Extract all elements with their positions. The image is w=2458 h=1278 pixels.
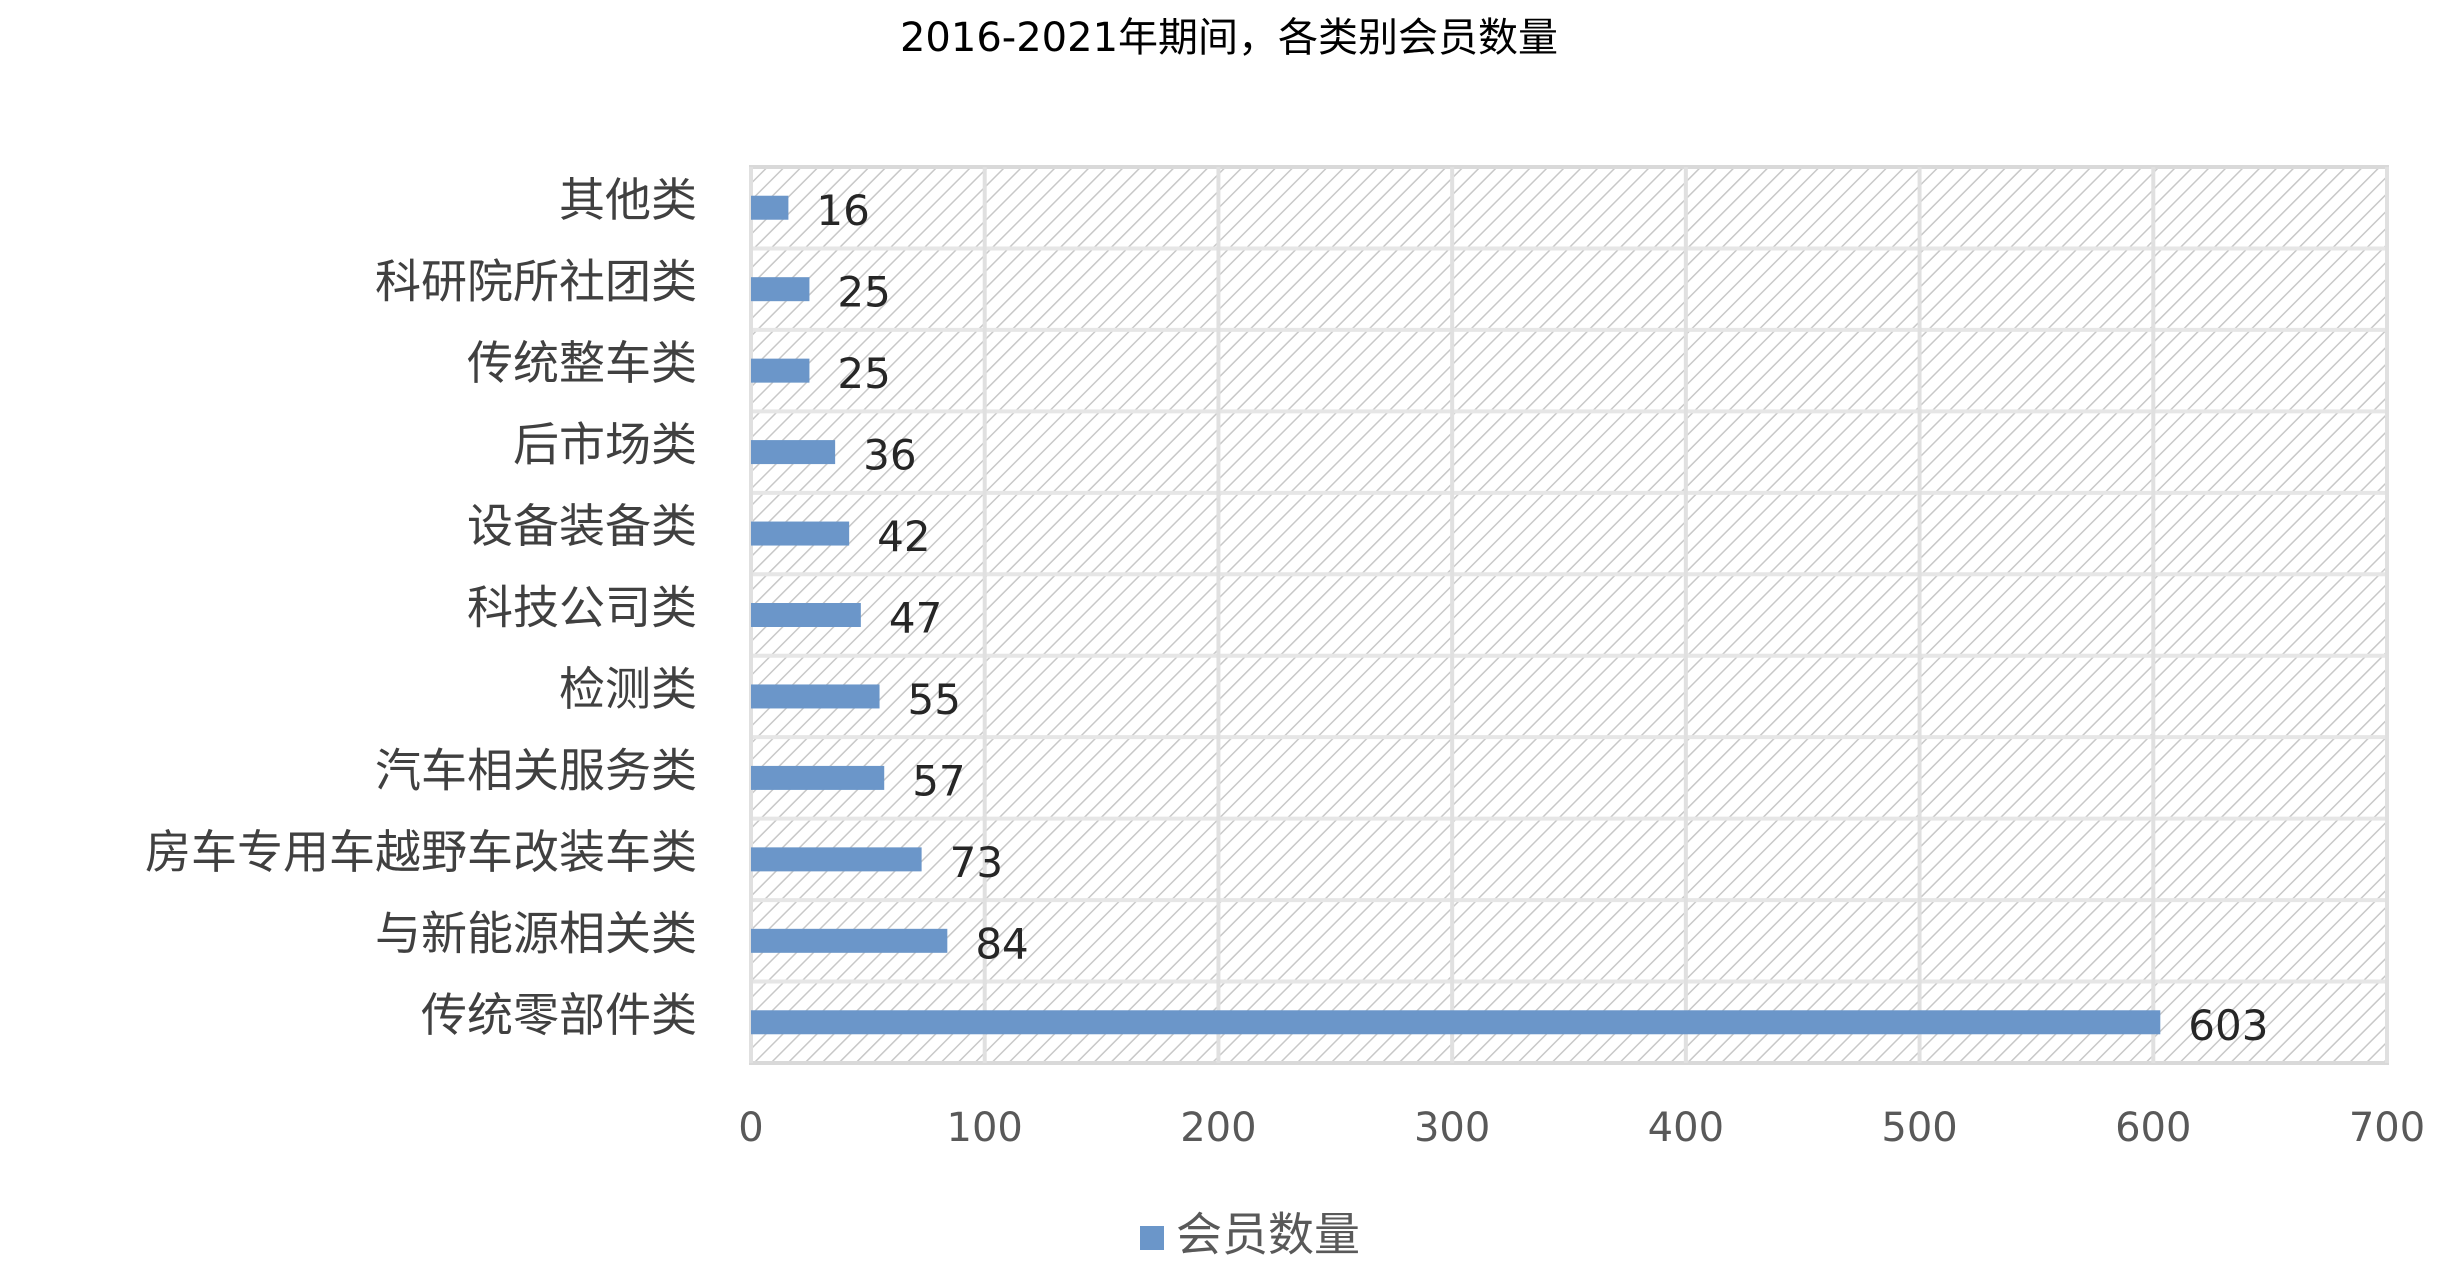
legend-swatch [1140,1226,1164,1250]
x-tick-label: 500 [1881,1105,1957,1151]
x-tick-label: 100 [947,1105,1023,1151]
x-tick-label: 400 [1648,1105,1724,1151]
plot-background [749,165,2389,1065]
data-label: 36 [863,431,916,480]
data-label: 42 [877,512,930,561]
category-label: 房车专用车越野车改装车类 [145,825,697,879]
category-label: 后市场类 [513,418,697,472]
bar [751,1010,2161,1035]
data-label: 84 [975,919,1028,968]
category-label: 传统零部件类 [421,988,697,1042]
data-label: 16 [816,186,869,235]
x-tick-label: 300 [1414,1105,1490,1151]
data-label: 55 [908,675,961,724]
chart-title: 2016-2021年期间，各类别会员数量 [900,15,1558,61]
category-label: 科研院所社团类 [375,255,697,309]
bar [751,521,850,546]
bar [751,440,836,465]
bar [751,358,810,383]
category-label: 汽车相关服务类 [375,743,697,797]
x-tick-label: 0 [738,1105,763,1151]
data-label: 47 [889,594,942,643]
data-label: 25 [837,268,890,317]
bar [751,928,948,953]
data-label: 25 [837,349,890,398]
x-tick-label: 600 [2115,1105,2191,1151]
x-tick-label: 700 [2349,1105,2425,1151]
bar [751,603,861,627]
category-label: 传统整车类 [467,336,697,390]
category-label: 与新能源相关类 [375,906,697,960]
category-label: 科技公司类 [467,581,697,635]
data-label: 73 [950,838,1003,887]
bar [751,847,922,872]
bar [751,684,880,709]
bar [751,765,885,790]
category-label: 设备装备类 [467,499,697,553]
data-label: 57 [912,756,965,805]
category-label: 检测类 [559,662,697,716]
bar [751,277,810,302]
legend-label: 会员数量 [1176,1208,1360,1262]
category-label: 其他类 [559,173,697,227]
data-label: 603 [2188,1001,2268,1050]
x-tick-label: 200 [1180,1105,1256,1151]
bar [751,195,789,220]
